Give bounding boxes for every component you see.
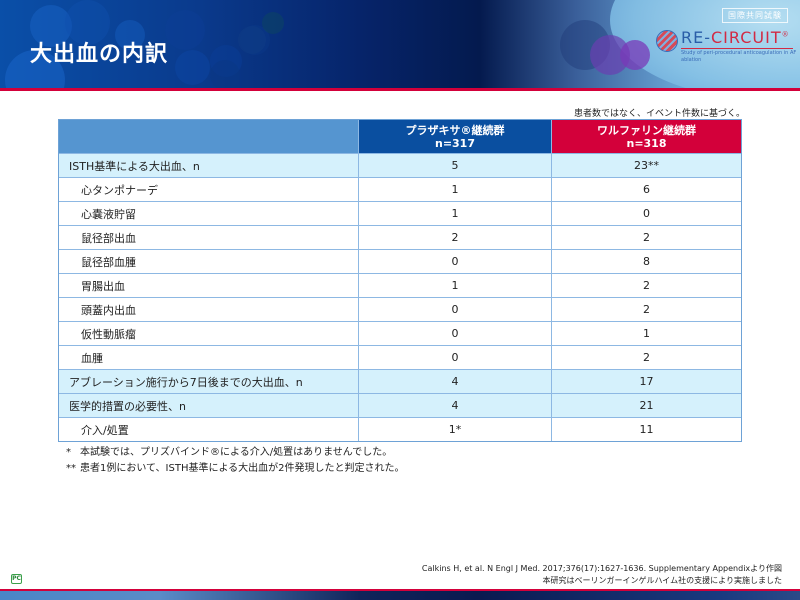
footnote-text: 患者1例において、ISTH基準による大出血が2件発現したと判定された。 [80,463,405,474]
row-label: 仮性動脈瘤 [59,322,359,345]
row-label: 鼠径部出血 [59,226,359,249]
warfarin-group-n: n=318 [626,136,667,150]
citation: Calkins H, et al. N Engl J Med. 2017;376… [422,563,782,587]
warfarin-value: 0 [643,207,650,220]
table-row: 心嚢液貯留 1 0 [59,201,741,225]
table-row: 鼠径部出血 2 2 [59,225,741,249]
dabigatran-value: 1 [359,178,552,201]
dabigatran-value: 1* [359,418,552,441]
row-label: 医学的措置の必要性、n [59,394,359,417]
table-row: 血腫 0 2 [59,345,741,369]
table-row: 鼠径部血腫 0 8 [59,249,741,273]
logo-name: RE-CIRCUIT® [681,28,790,47]
dabigatran-value: 5 [359,154,552,177]
footnote: ** 患者1例において、ISTH基準による大出血が2件発現したと判定された。 [66,461,405,477]
decorative-bubble [165,10,205,50]
header-banner: 大出血の内訳 国際共同試験 RE-CIRCUIT® Study of peri-… [0,0,800,88]
table-header-row: プラザキサ®継続群 n=317 ワルファリン継続群 n=318 [59,120,741,153]
header-cell-warfarin: ワルファリン継続群 n=318 [552,120,741,153]
warfarin-value: 8 [643,255,650,268]
dabigatran-value: 2 [359,226,552,249]
dabigatran-value: 1 [359,274,552,297]
table-row: 介入/処置 1* 11 [59,417,741,441]
footer-divider [0,589,800,591]
decorative-bubble [30,5,72,47]
row-label: 鼠径部血腫 [59,250,359,273]
warfarin-value: 2 [643,231,650,244]
dabigatran-value: 0 [359,298,552,321]
row-label: 頭蓋内出血 [59,298,359,321]
row-label: アブレーション施行から7日後までの大出血、n [59,370,359,393]
warfarin-value: 2 [643,351,650,364]
footnote: * 本試験では、プリズバインド®による介入/処置はありませんでした。 [66,445,405,461]
table-row: ISTH基準による大出血、n 5 23** [59,153,741,177]
decorative-bubble [262,12,284,34]
table-row: 心タンポナーデ 1 6 [59,177,741,201]
warfarin-value: 17 [639,375,654,388]
decorative-bubble [240,25,270,55]
header-divider [0,88,800,91]
logo-name-part2: CIRCUIT [711,28,782,47]
table-note: 患者数ではなく、イベント件数に基づく。 [573,109,745,119]
row-label: 血腫 [59,346,359,369]
decorative-bubble [620,40,650,70]
citation-support-statement: 本研究はベーリンガーインゲルハイム社の支援により実施しました [542,576,782,585]
registered-mark: ® [781,30,790,39]
decorative-bubble [115,20,145,50]
footnote-text: 本試験では、プリズバインド®による介入/処置はありませんでした。 [80,447,393,458]
pc-icon: PC [11,574,22,584]
dabigatran-value: 0 [359,322,552,345]
row-label: ISTH基準による大出血、n [59,154,359,177]
warfarin-value: 6 [643,183,650,196]
re-circuit-logo: RE-CIRCUIT® Study of peri-procedural ant… [656,28,796,72]
table-row: 胃腸出血 1 2 [59,273,741,297]
logo-swirl-icon [656,30,678,52]
table-row: 医学的措置の必要性、n 4 21 [59,393,741,417]
table-row: アブレーション施行から7日後までの大出血、n 4 17 [59,369,741,393]
footer-bar [0,591,800,600]
dabigatran-value: 0 [359,250,552,273]
row-label: 心嚢液貯留 [59,202,359,225]
decorative-bubble [238,26,266,54]
major-bleeding-table: プラザキサ®継続群 n=317 ワルファリン継続群 n=318 ISTH基準によ… [58,119,742,442]
warfarin-value: 2 [643,279,650,292]
warfarin-value: 2 [643,303,650,316]
logo-underline [681,48,793,49]
footnote-mark: * [66,447,71,458]
dabigatran-group-label: プラザキサ®継続群 [405,123,505,137]
warfarin-value: 21 [639,399,654,412]
header-cell-empty [59,120,359,153]
international-trial-badge: 国際共同試験 [722,8,788,23]
decorative-bubble [175,50,210,85]
decorative-bubble [210,45,242,77]
warfarin-value: 11 [639,423,654,436]
warfarin-value: 1 [643,327,650,340]
dabigatran-value: 0 [359,346,552,369]
decorative-bubble [65,0,110,45]
dabigatran-value: 4 [359,370,552,393]
decorative-bubble [210,60,240,88]
dabigatran-value: 4 [359,394,552,417]
logo-name-part1: RE- [681,28,711,47]
table-row: 頭蓋内出血 0 2 [59,297,741,321]
table-row: 仮性動脈瘤 0 1 [59,321,741,345]
citation-reference: Calkins H, et al. N Engl J Med. 2017;376… [421,564,782,573]
footnotes: * 本試験では、プリズバインド®による介入/処置はありませんでした。 ** 患者… [66,445,405,477]
logo-subtitle: Study of peri-procedural anticoagulation… [681,50,797,63]
dabigatran-group-n: n=317 [434,136,475,150]
footnote-mark: ** [66,463,76,474]
row-label: 介入/処置 [59,418,359,441]
row-label: 心タンポナーデ [59,178,359,201]
warfarin-value: 23** [634,159,659,172]
dabigatran-value: 1 [359,202,552,225]
page-title: 大出血の内訳 [30,42,169,67]
header-cell-dabigatran: プラザキサ®継続群 n=317 [359,120,552,153]
row-label: 胃腸出血 [59,274,359,297]
warfarin-group-label: ワルファリン継続群 [597,123,696,137]
